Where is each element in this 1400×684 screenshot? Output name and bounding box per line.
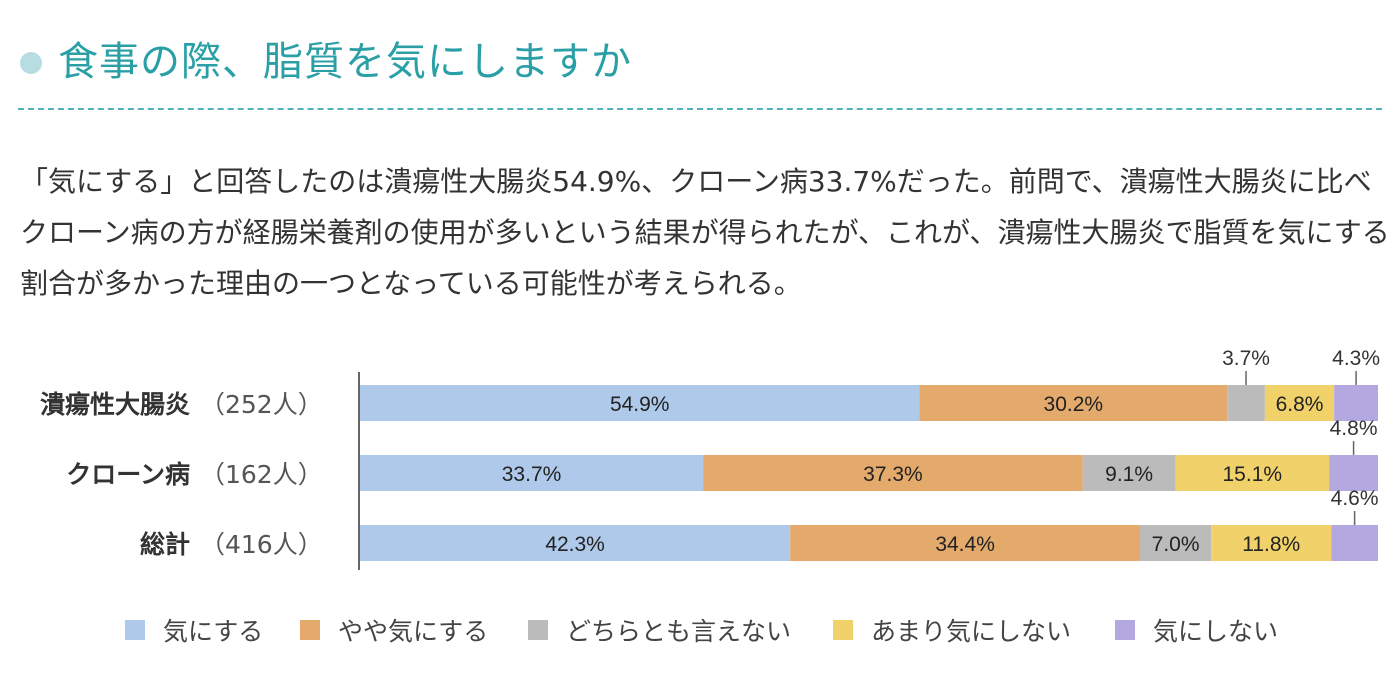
bar-segment: [1331, 525, 1378, 561]
bar-segment: [1175, 455, 1330, 491]
bar-segment: [360, 525, 791, 561]
legend-item: 気にする: [125, 612, 263, 648]
data-label: 34.4%: [935, 533, 995, 556]
data-label: 33.7%: [502, 463, 562, 486]
data-label: 7.0%: [1152, 533, 1200, 556]
bar-segment: [360, 385, 920, 421]
data-label: 4.3%: [1332, 347, 1380, 370]
data-label: 15.1%: [1223, 463, 1283, 486]
bar-segment: [1334, 385, 1378, 421]
stacked-bar-chart: 潰瘍性大腸炎 （252人） 54.9% 30.2% 3.7% 6.8% 4.3% クローン病 （…: [40, 347, 1380, 570]
legend-item: やや気にする: [300, 612, 488, 648]
bar-segment: [919, 385, 1228, 421]
category-count: （252人）: [200, 390, 323, 419]
bar-segment: [1082, 455, 1176, 491]
category-label: クローン病: [66, 460, 190, 489]
title-bullet-icon: [20, 52, 42, 74]
data-label: 9.1%: [1105, 463, 1153, 486]
description-text: 「気にする」と回答したのは潰瘍性大腸炎54.9%、クローン病33.7%だった。前…: [20, 165, 1390, 300]
legend-swatch: [528, 620, 548, 640]
bar-segment: [1227, 385, 1265, 421]
legend-label: あまり気にしない: [871, 617, 1072, 646]
legend-label: 気にする: [163, 617, 264, 646]
legend-label: やや気にする: [338, 617, 489, 646]
chart-legend: 気にする やや気にする どちらとも言えない あまり気にしない 気にしない: [0, 612, 1400, 648]
bar-segment: [1140, 525, 1212, 561]
legend-swatch: [125, 620, 145, 640]
bar-segment: [1211, 525, 1332, 561]
data-label: 3.7%: [1222, 347, 1270, 370]
data-label: 4.6%: [1331, 487, 1379, 510]
data-label: 11.8%: [1242, 533, 1300, 556]
legend-swatch: [1115, 620, 1135, 640]
category-label: 潰瘍性大腸炎: [40, 390, 190, 419]
bar-segment: [360, 455, 704, 491]
page-title: 食事の際、脂質を気にしますか: [58, 39, 632, 85]
title-divider: [18, 108, 1382, 110]
bar-segment: [1329, 455, 1378, 491]
data-label: 30.2%: [1044, 393, 1104, 416]
data-label: 54.9%: [610, 393, 670, 416]
category-count: （416人）: [200, 530, 323, 559]
data-label: 37.3%: [863, 463, 923, 486]
category-label: 総計: [140, 530, 190, 559]
bar-segment: [1264, 385, 1335, 421]
legend-label: 気にしない: [1153, 617, 1279, 646]
bar-segment: [790, 525, 1141, 561]
legend-swatch: [833, 620, 853, 640]
data-label: 6.8%: [1276, 393, 1324, 416]
legend-item: どちらとも言えない: [528, 612, 791, 648]
data-label: 42.3%: [545, 533, 605, 556]
legend-label: どちらとも言えない: [566, 617, 792, 646]
data-label: 4.8%: [1330, 417, 1378, 440]
bar-segment: [703, 455, 1083, 491]
legend-swatch: [300, 620, 320, 640]
legend-item: あまり気にしない: [833, 612, 1071, 648]
category-count: （162人）: [200, 460, 323, 489]
legend-item: 気にしない: [1115, 612, 1278, 648]
